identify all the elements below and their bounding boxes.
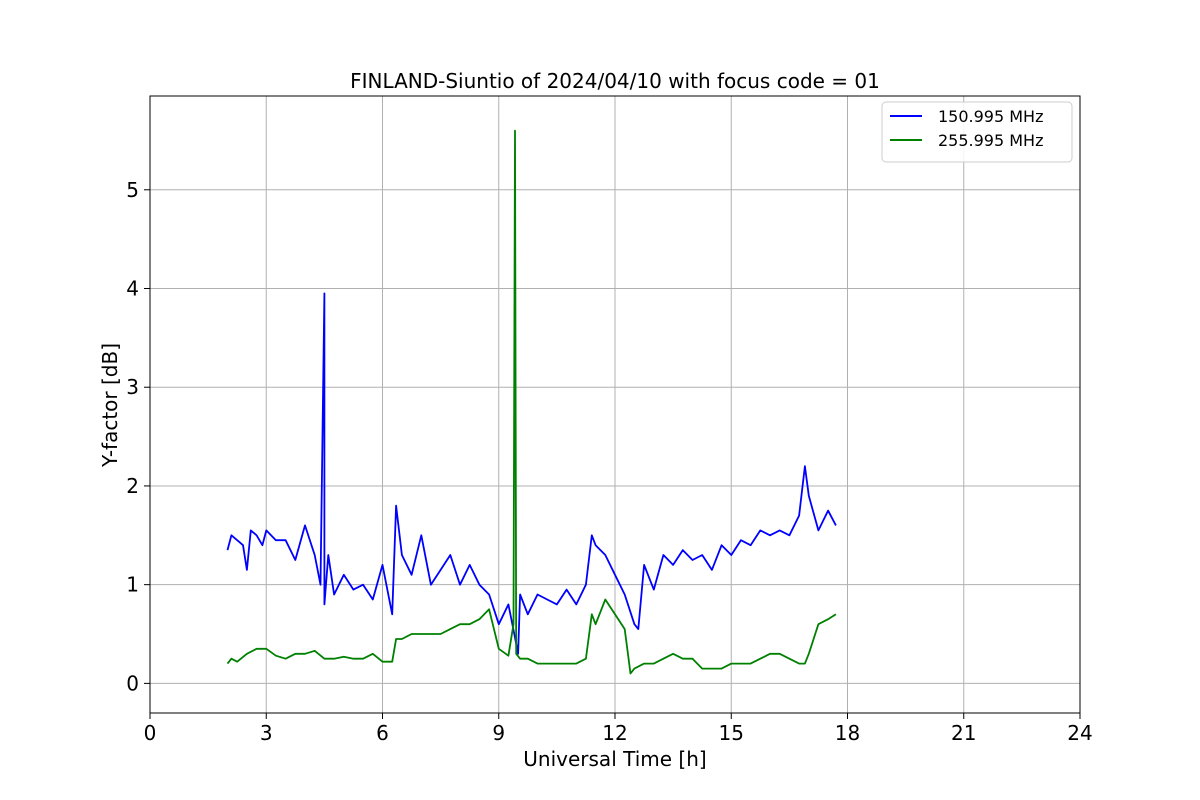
x-tick-label: 24 — [1067, 721, 1092, 745]
y-tick-label: 3 — [126, 375, 139, 399]
series-line-255-995-mhz — [226, 129, 837, 675]
x-tick-label: 3 — [260, 721, 273, 745]
legend-box — [881, 101, 1073, 163]
y-tick-label: 2 — [126, 474, 139, 498]
y-tick-label: 4 — [126, 277, 139, 301]
legend-label-150-995-mhz: 150.995 MHz — [938, 107, 1043, 126]
legend: 150.995 MHz 255.995 MHz — [881, 101, 1073, 163]
x-tick-label: 6 — [376, 721, 389, 745]
chart-title: FINLAND-Siuntio of 2024/04/10 with focus… — [350, 69, 880, 93]
legend-label-255-995-mhz: 255.995 MHz — [938, 131, 1043, 150]
x-tick-label: 15 — [719, 721, 744, 745]
y-tick-label: 1 — [126, 573, 139, 597]
x-tick-label: 12 — [602, 721, 627, 745]
plot-series — [226, 129, 837, 675]
series-line-150-995-mhz — [226, 292, 837, 655]
y-axis-label: Y-factor [dB] — [98, 343, 122, 468]
y-tick-label: 5 — [126, 178, 139, 202]
x-tick-label: 9 — [492, 721, 505, 745]
x-axis-label: Universal Time [h] — [523, 747, 706, 771]
x-tick-label: 18 — [835, 721, 860, 745]
x-tick-label: 21 — [951, 721, 976, 745]
y-tick-label: 0 — [126, 671, 139, 695]
x-tick-label: 0 — [144, 721, 157, 745]
